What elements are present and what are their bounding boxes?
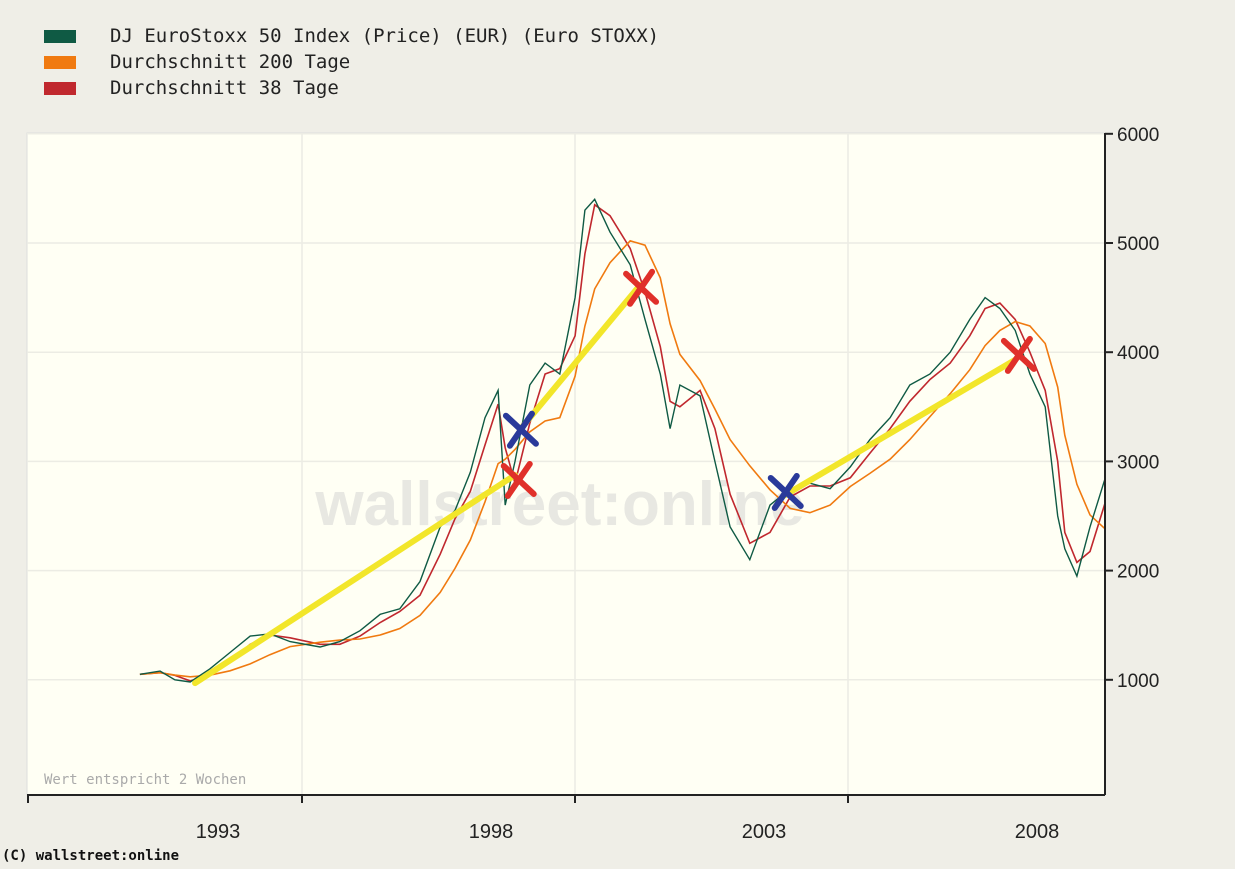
legend-swatch-ma200 <box>44 55 76 69</box>
trend-line <box>192 472 519 687</box>
legend-item-ma200: Durchschnitt 200 Tage <box>44 44 659 80</box>
legend-label-ma200: Durchschnitt 200 Tage <box>110 51 351 73</box>
legend-item-price: DJ EuroStoxx 50 Index (Price) (EUR) (Eur… <box>44 18 659 54</box>
x-tick-label: 2008 <box>1015 821 1060 843</box>
legend-label-ma38: Durchschnitt 38 Tage <box>110 77 339 99</box>
series-line-ma200 <box>139 239 1106 678</box>
x-tick-label: 2003 <box>742 821 787 843</box>
marker-stroke <box>506 410 535 449</box>
marker-stroke <box>627 268 656 307</box>
grid <box>27 133 1105 795</box>
x-tick-label: 1993 <box>196 821 241 843</box>
copyright-footer: (C) wallstreet:online <box>2 848 180 864</box>
trend-line <box>516 282 644 433</box>
y-tick-label: 6000 <box>1117 125 1159 146</box>
plot-area <box>26 132 1106 796</box>
marker-stroke <box>1004 335 1033 374</box>
marker-stroke <box>504 460 533 499</box>
annotation-group <box>192 268 1037 687</box>
legend-label-price: DJ EuroStoxx 50 Index (Price) (EUR) (Eur… <box>110 25 660 47</box>
watermark: wallstreet:online <box>314 470 804 539</box>
sell-signal-marker <box>500 460 537 499</box>
sell-signal-marker <box>623 268 660 307</box>
series-line-price <box>139 198 1106 683</box>
axes: 1000 2000 3000 4000 5000 6000 1993 1998 2003 2008 <box>27 125 1159 843</box>
legend-swatch-ma38 <box>44 81 76 95</box>
sell-signal-marker <box>1000 335 1037 374</box>
x-tick-label: 1998 <box>469 821 514 843</box>
buy-signal-marker <box>767 472 804 511</box>
series-line-ma38 <box>139 203 1107 682</box>
y-tick-label: 4000 <box>1117 343 1159 364</box>
series-group <box>139 198 1107 683</box>
y-tick-label: 3000 <box>1117 452 1159 473</box>
legend-item-ma38: Durchschnitt 38 Tage <box>44 70 659 106</box>
y-tick-label: 1000 <box>1117 671 1159 692</box>
chart-legend: DJ EuroStoxx 50 Index (Price) (EUR) (Eur… <box>44 18 659 99</box>
y-tick-label: 2000 <box>1117 562 1159 583</box>
trend-line <box>781 356 1019 499</box>
legend-swatch-price <box>44 29 76 43</box>
chart-note: Wert entspricht 2 Wochen <box>44 772 246 788</box>
y-tick-label: 5000 <box>1117 234 1159 255</box>
marker-stroke <box>771 472 800 511</box>
buy-signal-marker <box>502 410 539 449</box>
